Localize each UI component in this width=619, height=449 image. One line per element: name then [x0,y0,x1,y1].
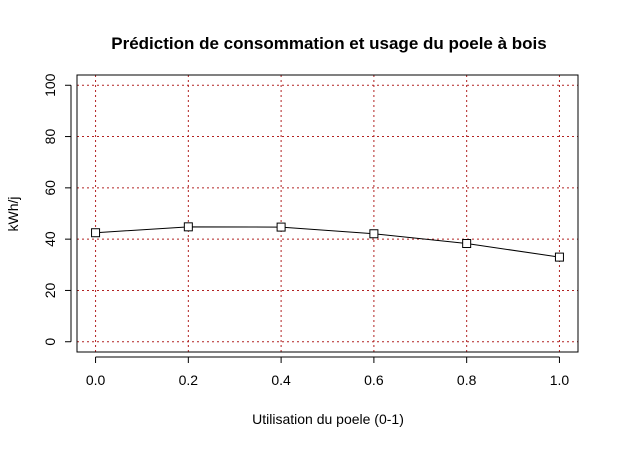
y-tick-label: 40 [42,231,58,247]
data-point [554,252,564,262]
data-point [276,222,286,232]
series-line [95,226,560,258]
data-point [369,229,379,239]
data-point [462,239,472,249]
chart-title: Prédiction de consommation et usage du p… [111,34,546,53]
x-axis: 0.0 0.2 0.4 0.6 0.8 1.0 [86,356,570,388]
y-tick-label: 0 [42,338,58,346]
y-tick-label: 20 [42,282,58,298]
y-axis: 0 20 40 60 80 100 [42,73,72,346]
x-axis-label: Utilisation du poele (0-1) [252,411,404,427]
y-tick-label: 60 [42,180,58,196]
y-axis-label: kWh/j [5,197,21,232]
x-tick-label: 0.8 [457,372,477,388]
x-tick-label: 0.2 [179,372,199,388]
y-tick-label: 100 [42,73,58,97]
data-point [183,222,193,232]
x-tick-label: 0.0 [86,372,106,388]
y-tick-label: 80 [42,129,58,145]
series-group [91,222,564,262]
x-tick-label: 0.6 [364,372,384,388]
grid [77,75,578,352]
x-tick-label: 0.4 [271,372,291,388]
x-tick-label: 1.0 [550,372,570,388]
data-point [91,228,101,238]
plot-frame [76,74,579,353]
